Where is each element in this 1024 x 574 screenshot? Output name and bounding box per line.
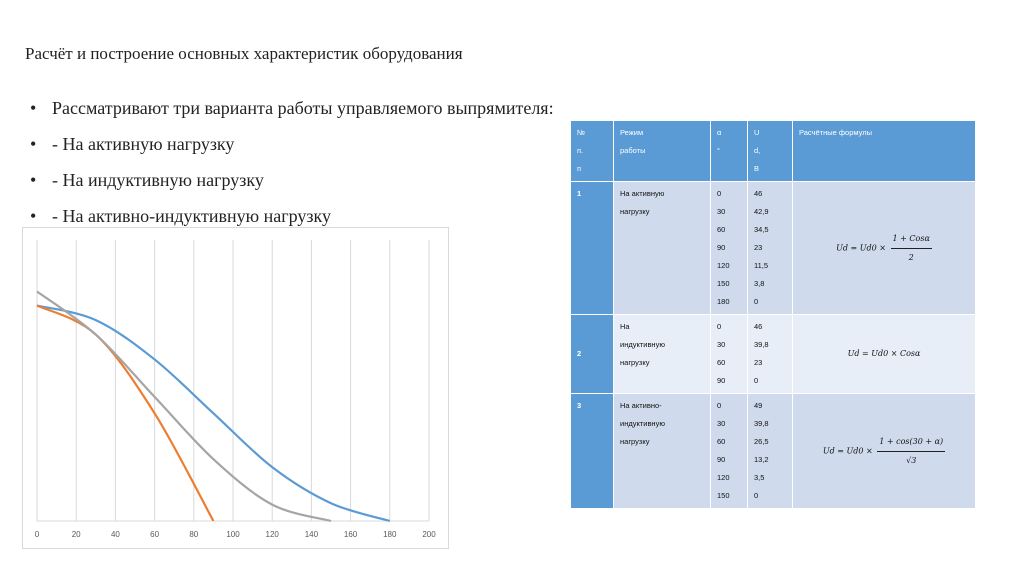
header-mode: Режим работы — [613, 120, 711, 182]
x-tick-label: 100 — [226, 530, 240, 539]
row-mode: На индуктивную нагрузку — [613, 314, 711, 394]
x-tick-label: 20 — [72, 530, 81, 539]
header-alpha: α ° — [710, 120, 748, 182]
characteristic-chart: 0 20 40 60 80 100 120 140 160 180 200 — [22, 227, 449, 549]
x-tick-label: 120 — [266, 530, 280, 539]
row-number: 1 — [570, 181, 614, 315]
series-line-1 — [36, 304, 391, 523]
bullet-item: • - На активную нагрузку — [30, 132, 554, 168]
x-tick-label: 0 — [35, 530, 40, 539]
row-mode: На активно-индуктивную нагрузку — [613, 393, 711, 509]
row-mode: На активную нагрузку — [613, 181, 711, 315]
x-tick-label: 180 — [383, 530, 397, 539]
bullet-text: - На индуктивную нагрузку — [52, 170, 264, 190]
bullet-text: Рассматривают три варианта работы управл… — [52, 98, 554, 118]
chart-svg: 0 20 40 60 80 100 120 140 160 180 200 — [35, 240, 436, 539]
bullet-text: - На активно-индуктивную нагрузку — [52, 206, 331, 226]
bullet-marker: • — [30, 98, 37, 118]
bullet-item: • Рассматривают три варианта работы управ… — [30, 96, 554, 132]
row-alpha-values: 0 30 60 90 — [710, 314, 748, 394]
x-tick-label: 140 — [305, 530, 319, 539]
x-tick-label: 60 — [150, 530, 159, 539]
row-formula: Ud = Ud0 × Cosα — [792, 314, 976, 394]
x-tick-label: 200 — [422, 530, 436, 539]
x-tick-label: 40 — [111, 530, 120, 539]
bullet-list: • Рассматривают три варианта работы управ… — [30, 96, 554, 240]
series-line-3 — [36, 290, 332, 523]
bullet-item: • - На индуктивную нагрузку — [30, 168, 554, 204]
table-row: 2 На индуктивную нагрузку 0 30 60 90 46 39,8 23… — [570, 314, 976, 394]
row-alpha-values: 0 30 60 90 120 150 180 — [710, 181, 748, 315]
bullet-item: • - На активно-индуктивную нагрузку — [30, 204, 554, 240]
row-ud-values: 46 42,9 34,5 23 11,5 3,8 0 — [747, 181, 793, 315]
x-tick-label: 80 — [189, 530, 198, 539]
bullet-text: - На активную нагрузку — [52, 134, 235, 154]
header-formula: Расчётные формулы — [792, 120, 976, 182]
row-formula: Ud = Ud0 × 1 + cos(30 + α) √3 — [792, 393, 976, 509]
series-line-2 — [36, 304, 215, 522]
row-number: 3 — [570, 393, 614, 509]
bullet-marker: • — [30, 170, 37, 190]
row-alpha-values: 0 30 60 90 120 150 — [710, 393, 748, 509]
slide-title: Расчёт и построение основных характерист… — [25, 44, 463, 63]
bullet-marker: • — [30, 206, 37, 226]
x-tick-label: 160 — [344, 530, 358, 539]
row-formula: Ud = Ud0 × 1 + Cosα 2 — [792, 181, 976, 315]
table-row: 3 На активно-индуктивную нагрузку 0 30 60 90… — [570, 393, 976, 509]
bullet-marker: • — [30, 134, 37, 154]
row-ud-values: 49 39,8 26,5 13,2 3,5 0 — [747, 393, 793, 509]
header-number: № п. п — [570, 120, 614, 182]
table-row: 1 На активную нагрузку 0 30 60 90 120 150 180 4… — [570, 181, 976, 315]
row-number: 2 — [570, 314, 614, 394]
row-ud-values: 46 39,8 23 0 — [747, 314, 793, 394]
